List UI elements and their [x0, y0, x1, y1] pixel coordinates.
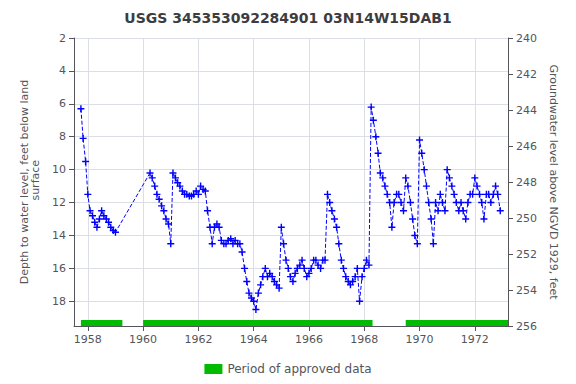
svg-text:244: 244 [516, 104, 537, 117]
svg-text:Period of approved data: Period of approved data [227, 362, 371, 376]
svg-text:1972: 1972 [461, 333, 489, 346]
svg-text:1968: 1968 [350, 333, 378, 346]
svg-text:252: 252 [516, 248, 537, 261]
svg-text:1960: 1960 [129, 333, 157, 346]
svg-text:240: 240 [516, 32, 537, 45]
svg-text:Depth to water level, feet bel: Depth to water level, feet below land [18, 79, 32, 285]
svg-text:8: 8 [59, 130, 66, 143]
svg-text:256: 256 [516, 320, 537, 333]
svg-text:1962: 1962 [184, 333, 212, 346]
svg-text:2: 2 [59, 32, 66, 45]
svg-text:1966: 1966 [295, 333, 323, 346]
svg-text:surface: surface [29, 160, 42, 204]
svg-text:4: 4 [59, 64, 66, 77]
svg-text:Groundwater level above NGVD 1: Groundwater level above NGVD 1929, feet [547, 64, 560, 300]
svg-text:6: 6 [59, 97, 66, 110]
svg-text:18: 18 [52, 295, 66, 308]
svg-text:12: 12 [52, 196, 66, 209]
svg-text:14: 14 [52, 229, 66, 242]
svg-text:16: 16 [52, 262, 66, 275]
svg-text:1970: 1970 [406, 333, 434, 346]
svg-text:242: 242 [516, 68, 537, 81]
svg-text:10: 10 [52, 163, 66, 176]
svg-text:1964: 1964 [240, 333, 268, 346]
svg-text:248: 248 [516, 176, 537, 189]
svg-text:1958: 1958 [74, 333, 102, 346]
svg-text:250: 250 [516, 212, 537, 225]
svg-text:USGS 345353092284901 03N14W15D: USGS 345353092284901 03N14W15DAB1 [124, 10, 451, 26]
svg-text:254: 254 [516, 284, 537, 297]
svg-text:246: 246 [516, 140, 537, 153]
